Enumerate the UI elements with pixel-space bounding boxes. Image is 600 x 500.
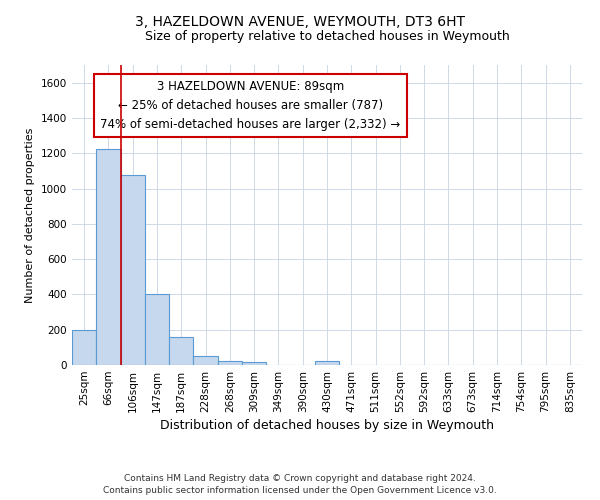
X-axis label: Distribution of detached houses by size in Weymouth: Distribution of detached houses by size … bbox=[160, 419, 494, 432]
Bar bbox=[96, 149, 121, 365]
Bar bbox=[242, 362, 266, 365]
Bar bbox=[315, 362, 339, 365]
Bar bbox=[218, 360, 242, 365]
Bar bbox=[145, 294, 169, 365]
Bar bbox=[72, 330, 96, 365]
Bar bbox=[169, 337, 193, 365]
Title: Size of property relative to detached houses in Weymouth: Size of property relative to detached ho… bbox=[145, 30, 509, 43]
Text: Contains HM Land Registry data © Crown copyright and database right 2024.
Contai: Contains HM Land Registry data © Crown c… bbox=[103, 474, 497, 495]
Text: 3, HAZELDOWN AVENUE, WEYMOUTH, DT3 6HT: 3, HAZELDOWN AVENUE, WEYMOUTH, DT3 6HT bbox=[135, 15, 465, 29]
Bar bbox=[193, 356, 218, 365]
Bar bbox=[121, 176, 145, 365]
Text: 3 HAZELDOWN AVENUE: 89sqm
← 25% of detached houses are smaller (787)
74% of semi: 3 HAZELDOWN AVENUE: 89sqm ← 25% of detac… bbox=[100, 80, 401, 131]
Y-axis label: Number of detached properties: Number of detached properties bbox=[25, 128, 35, 302]
